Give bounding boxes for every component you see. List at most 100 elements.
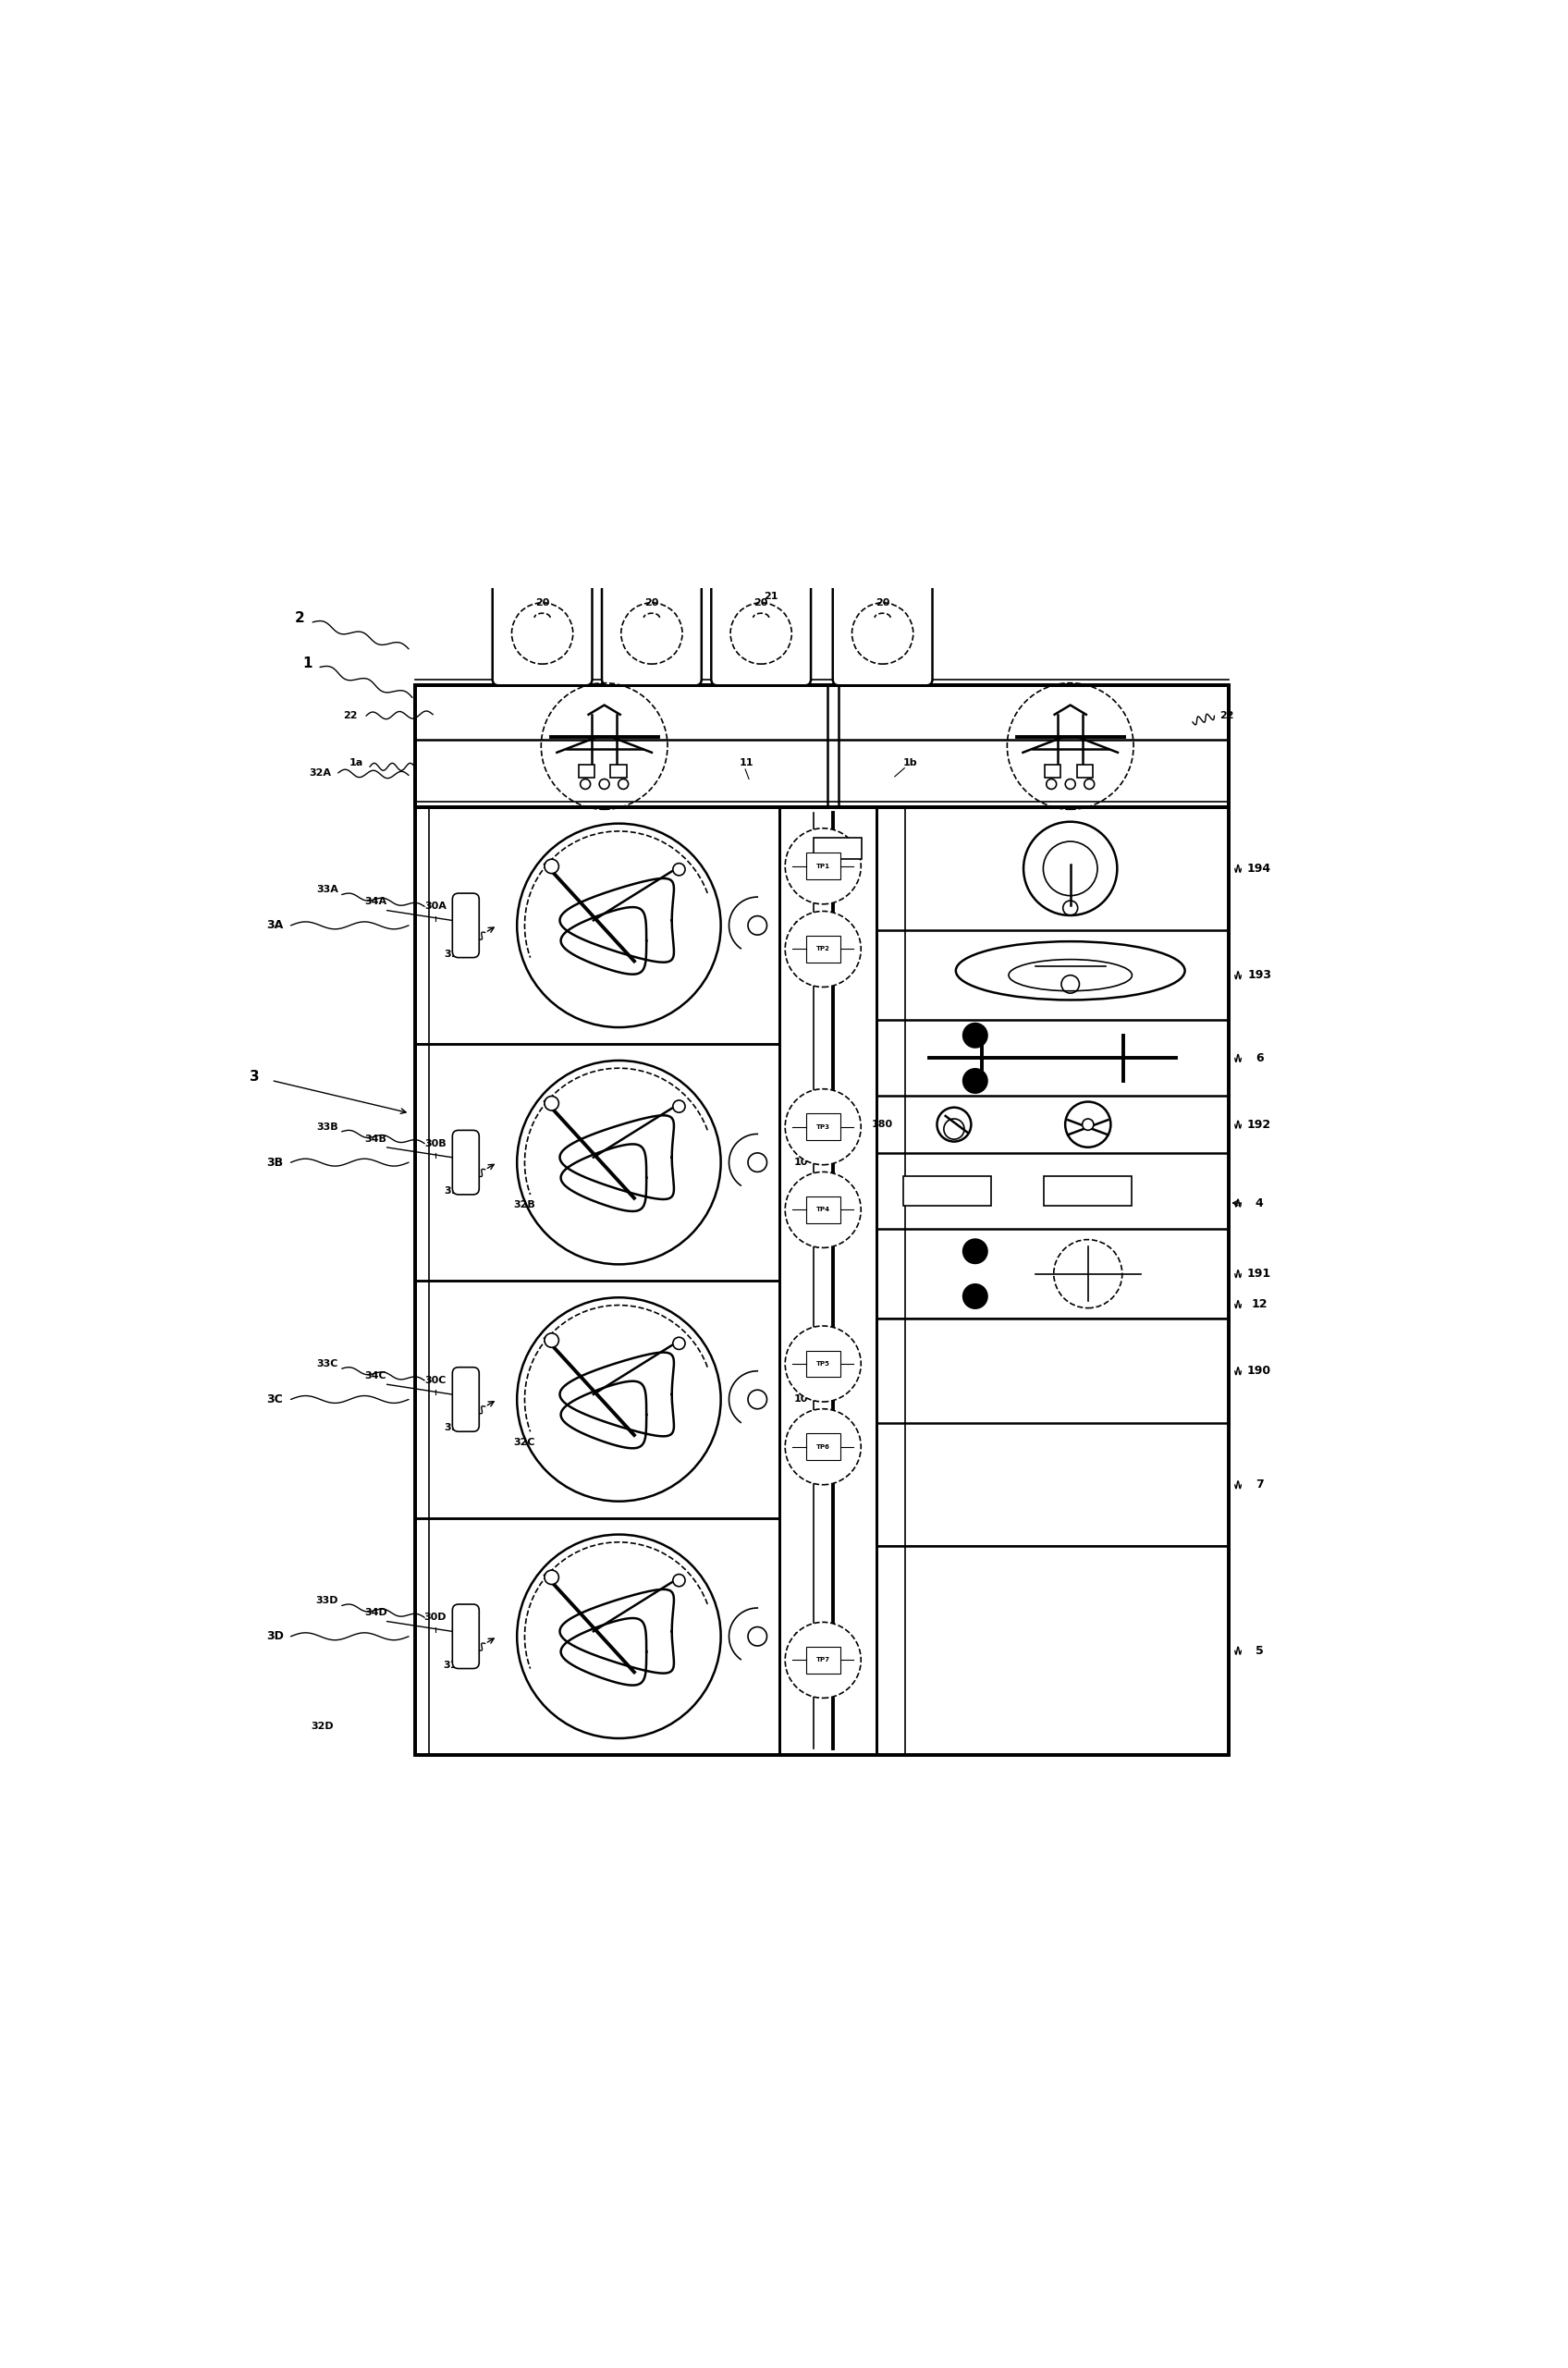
Text: 7: 7 [1256,1478,1264,1492]
Text: TP5: TP5 [817,1362,829,1366]
Text: 30B: 30B [425,1139,447,1148]
Bar [903,1175,991,1205]
Text: 33A: 33A [317,886,339,895]
Text: 12: 12 [1251,1298,1267,1310]
Bar [877,807,1229,1755]
Text: TP1: TP1 [815,864,829,869]
Bar [610,765,627,777]
Text: 4: 4 [1256,1196,1264,1210]
Circle shape [673,864,685,876]
Circle shape [963,1068,988,1094]
Text: 34C: 34C [365,1371,387,1381]
Bar [414,1518,779,1755]
Text: 10: 10 [793,1632,808,1641]
Text: 30D: 30D [423,1613,447,1622]
Text: 2: 2 [295,611,304,625]
FancyBboxPatch shape [833,564,933,684]
FancyBboxPatch shape [630,540,673,566]
Text: 190: 190 [1247,1364,1272,1376]
Circle shape [544,860,558,874]
Text: 31D: 31D [444,1660,466,1669]
Circle shape [963,1238,988,1265]
Text: 1: 1 [303,656,312,670]
Text: 31A: 31A [444,950,466,959]
Text: 33C: 33C [317,1359,339,1369]
Circle shape [618,779,629,789]
Bar [814,838,862,860]
FancyBboxPatch shape [862,540,903,566]
Bar [414,807,779,1755]
Circle shape [673,1338,685,1350]
Circle shape [1065,779,1076,789]
Bar [1044,765,1062,777]
Circle shape [1082,1118,1093,1130]
Bar [806,1113,840,1139]
Text: 34D: 34D [364,1608,387,1617]
Bar [602,564,701,578]
Text: 3A: 3A [267,919,284,931]
Bar [1044,1175,1132,1205]
Circle shape [544,1570,558,1584]
FancyBboxPatch shape [453,1130,480,1193]
Text: 10: 10 [793,921,808,931]
Text: 193: 193 [1247,969,1272,980]
FancyBboxPatch shape [453,1603,480,1669]
Bar [877,1319,1229,1546]
Text: 3: 3 [249,1070,259,1085]
Text: 22: 22 [343,710,358,720]
Bar [414,1044,779,1281]
Bar [414,684,1229,1755]
Circle shape [963,1023,988,1047]
Text: 3C: 3C [267,1392,284,1407]
FancyBboxPatch shape [712,564,811,684]
Text: TP6: TP6 [817,1444,829,1449]
Text: 31C: 31C [444,1423,466,1433]
Text: 32D: 32D [310,1722,334,1731]
FancyBboxPatch shape [522,540,563,566]
Text: 6: 6 [1256,1051,1264,1063]
Text: 31B: 31B [444,1186,466,1196]
Circle shape [786,1409,861,1485]
Text: 10: 10 [793,1395,808,1404]
Bar [806,1646,840,1674]
Text: 30C: 30C [425,1376,447,1385]
Circle shape [786,1172,861,1248]
Text: 34A: 34A [365,897,387,907]
Circle shape [1046,779,1057,789]
Bar [806,1350,840,1378]
Circle shape [544,1333,558,1347]
Bar [779,807,877,1755]
Bar [414,807,779,1044]
Text: TP3: TP3 [815,1125,829,1130]
Circle shape [673,1575,685,1587]
Text: 20: 20 [754,599,768,606]
Text: 32C: 32C [513,1437,535,1447]
Circle shape [1083,779,1094,789]
Text: 22: 22 [1220,710,1234,720]
Circle shape [786,1089,861,1165]
Text: 20: 20 [644,599,659,606]
Text: 11: 11 [740,758,754,767]
FancyBboxPatch shape [492,564,593,684]
Text: TP4: TP4 [815,1208,829,1212]
Circle shape [748,916,767,935]
Text: 33B: 33B [317,1122,339,1132]
Bar [806,1433,840,1461]
Bar [833,564,933,578]
Circle shape [673,1101,685,1113]
FancyBboxPatch shape [453,893,480,957]
Text: 194: 194 [1247,862,1272,874]
Bar [414,1281,779,1518]
Circle shape [748,1627,767,1646]
Text: 5: 5 [1256,1646,1264,1658]
FancyBboxPatch shape [453,1366,480,1433]
Circle shape [786,1622,861,1698]
Circle shape [748,1153,767,1172]
Bar [579,765,594,777]
Bar [492,564,593,578]
Text: 21: 21 [764,592,778,601]
Text: 20: 20 [875,599,889,606]
FancyBboxPatch shape [740,540,782,566]
Text: 33D: 33D [315,1596,339,1606]
Text: 34B: 34B [365,1134,387,1144]
